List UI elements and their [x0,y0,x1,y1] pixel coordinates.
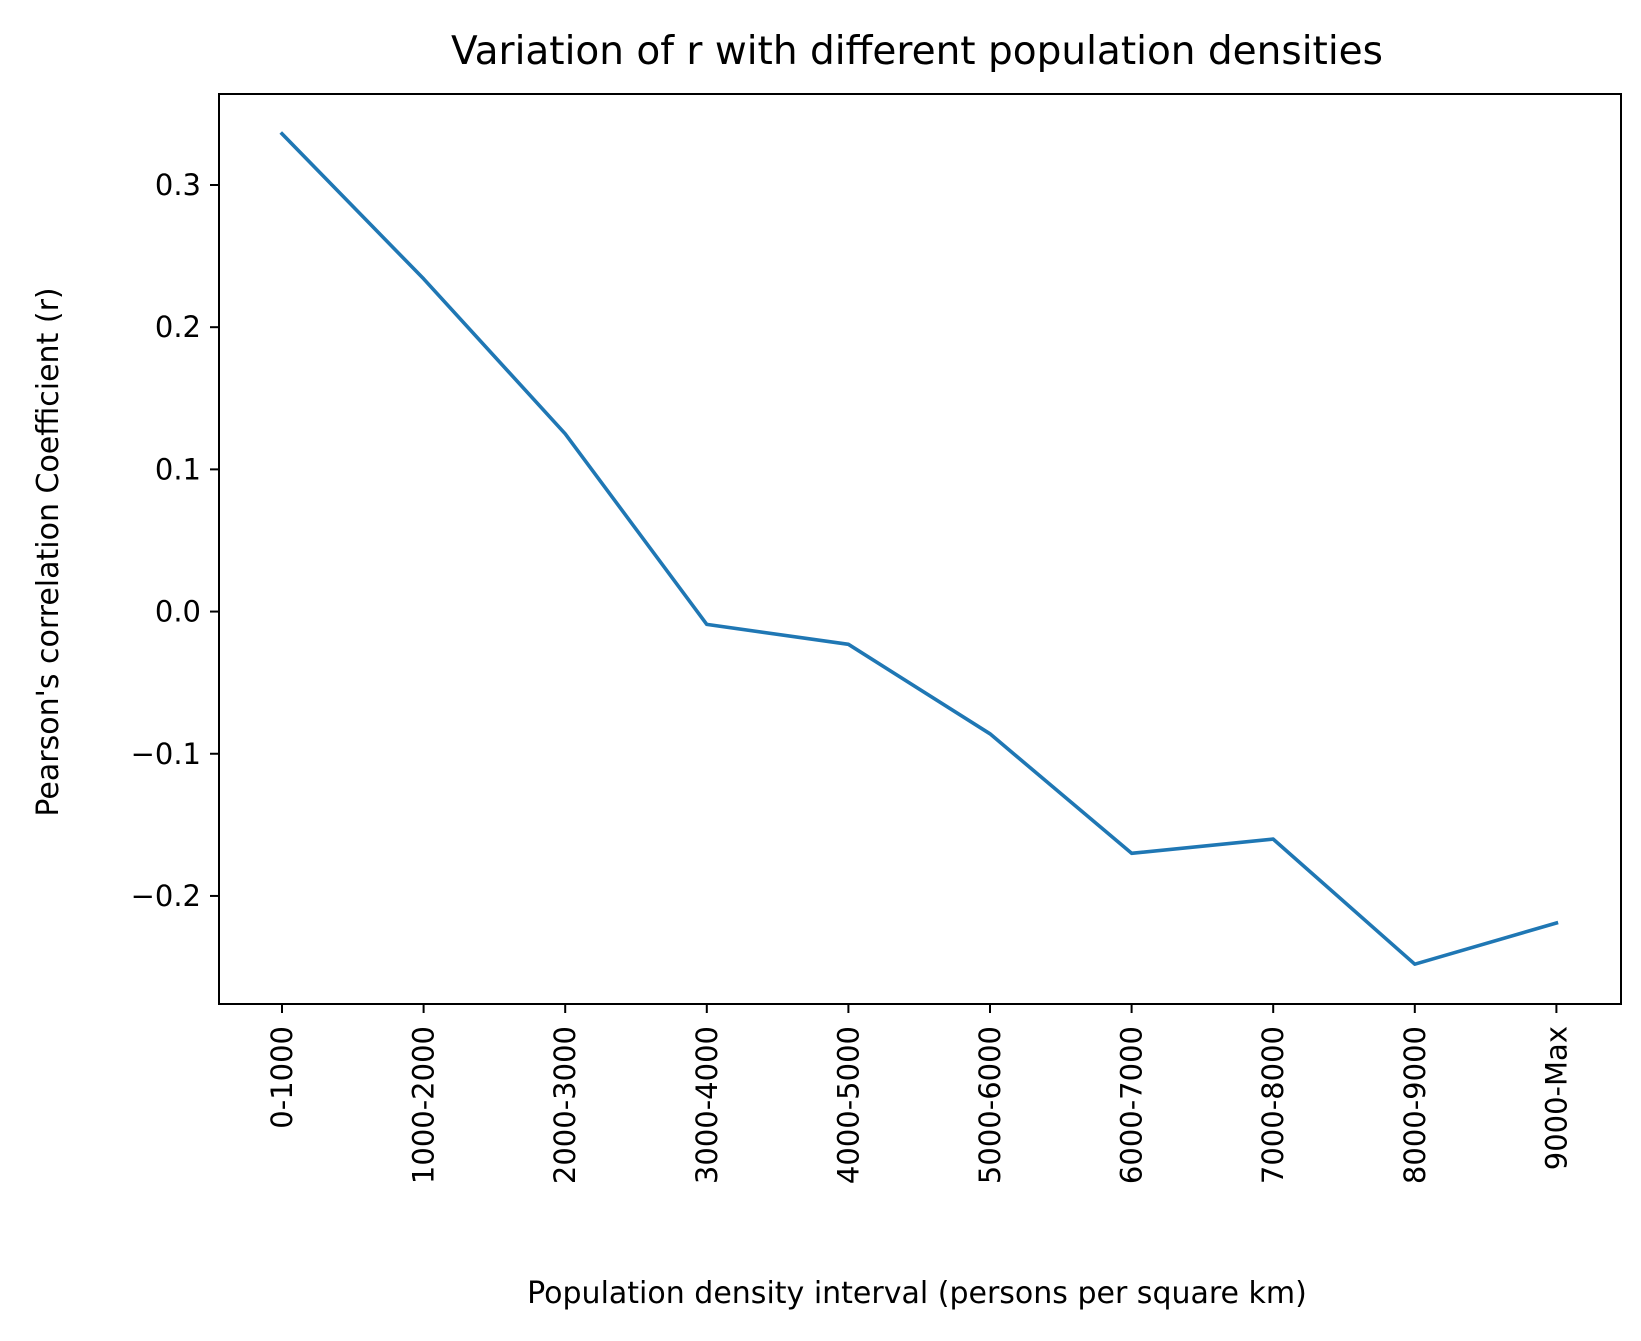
x-tick-label: 2000-3000 [548,1026,582,1184]
y-tick-label: 0.3 [155,168,201,202]
x-tick-label: 0-1000 [265,1026,299,1129]
axes-frame [218,93,1622,1005]
y-tick-label: 0.2 [155,310,201,344]
x-tick-label: 8000-9000 [1398,1026,1432,1184]
series-line [279,131,1559,967]
x-tick-label: 6000-7000 [1115,1026,1149,1184]
plot-area: −0.2 −0.1 0.0 0.1 0.2 0.3 0-1000 1000-2000 2000-… [131,93,1622,1184]
x-tick-label: 5000-6000 [973,1026,1007,1184]
x-axis-label: Population density interval (persons per… [527,1276,1307,1311]
x-tick-label: 3000-4000 [690,1026,724,1184]
y-tick-label: 0.0 [155,595,201,629]
chart-title: Variation of r with different population… [451,29,1383,74]
x-tick-label: 4000-5000 [831,1026,865,1184]
y-tick-label: −0.1 [131,737,201,771]
x-tick-label: 7000-8000 [1256,1026,1290,1184]
x-tick-label: 9000-Max [1539,1026,1573,1170]
x-tick-label: 1000-2000 [407,1026,441,1184]
y-tick-label: −0.2 [131,879,201,913]
y-tick-label: 0.1 [155,452,201,486]
y-axis-label: Pearson's correlation Coefficient (r) [31,287,66,816]
